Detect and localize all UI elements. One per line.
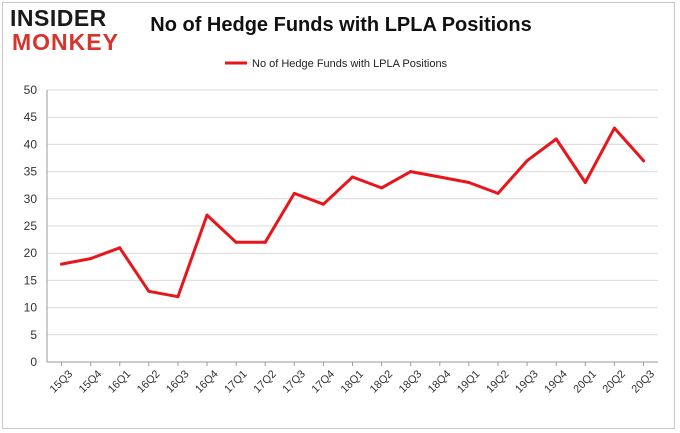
chart-frame — [2, 2, 675, 429]
data-point-16Q4 — [205, 213, 209, 217]
data-point-18Q2 — [380, 186, 384, 190]
y-tick-label-10: 10 — [24, 301, 38, 315]
y-tick-label-35: 35 — [24, 165, 38, 179]
x-tick-label-17Q3: 17Q3 — [280, 368, 308, 396]
x-tick-label-17Q4: 17Q4 — [310, 368, 338, 396]
data-point-17Q1 — [234, 240, 238, 244]
x-tick-label-20Q2: 20Q2 — [600, 368, 628, 396]
y-tick-label-15: 15 — [24, 273, 38, 287]
insider-monkey-logo: INSIDER MONKEY — [10, 6, 126, 56]
gridlines — [47, 89, 658, 363]
data-point-15Q3 — [60, 262, 64, 266]
x-tick-label-15Q3: 15Q3 — [48, 368, 76, 396]
x-tick-label-18Q3: 18Q3 — [397, 368, 425, 396]
y-tick-label-50: 50 — [24, 83, 38, 97]
x-tick-label-16Q2: 16Q2 — [135, 368, 163, 396]
x-tick-label-17Q2: 17Q2 — [251, 368, 279, 396]
x-tick-label-19Q2: 19Q2 — [484, 368, 512, 396]
data-point-19Q3 — [525, 159, 529, 163]
data-point-15Q4 — [89, 257, 93, 261]
y-tick-label-25: 25 — [24, 219, 38, 233]
data-point-18Q1 — [351, 175, 354, 179]
y-tick-label-20: 20 — [24, 246, 38, 260]
x-tick-label-18Q1: 18Q1 — [339, 368, 367, 396]
y-tick-label-40: 40 — [24, 137, 38, 151]
x-tick-label-20Q3: 20Q3 — [630, 368, 658, 396]
x-tick-label-16Q3: 16Q3 — [164, 368, 192, 396]
x-tick-label-19Q3: 19Q3 — [513, 368, 541, 396]
data-point-19Q4 — [554, 137, 558, 141]
data-point-16Q2 — [147, 289, 151, 293]
y-tick-label-30: 30 — [24, 192, 38, 206]
x-axis-ticks: 15Q3 15Q4 16Q1 16Q2 16Q3 16Q4 17Q1 17Q2 17Q3 17Q4… — [48, 362, 657, 396]
x-tick-label-18Q4: 18Q4 — [426, 368, 454, 396]
data-point-18Q3 — [409, 170, 413, 174]
logo-line-insider: INSIDER — [10, 5, 107, 31]
series-group — [60, 126, 645, 299]
data-point-20Q3 — [641, 159, 645, 163]
data-point-17Q2 — [263, 240, 267, 244]
data-point-16Q1 — [118, 246, 122, 250]
x-tick-label-17Q1: 17Q1 — [222, 368, 250, 396]
y-tick-label-5: 5 — [30, 328, 37, 342]
x-tick-label-18Q2: 18Q2 — [368, 368, 396, 396]
series-line-0 — [60, 126, 645, 299]
x-tick-label-15Q4: 15Q4 — [77, 368, 105, 396]
data-point-16Q3 — [176, 295, 180, 299]
y-axis-ticks: 0 5 10 15 20 25 30 35 40 45 50 — [24, 83, 38, 369]
x-tick-label-19Q4: 19Q4 — [542, 368, 570, 396]
logo-line-monkey: MONKEY — [12, 29, 119, 55]
data-point-17Q3 — [292, 191, 296, 195]
legend: No of Hedge Funds with LPLA Positions — [225, 58, 448, 70]
x-tick-label-19Q1: 19Q1 — [455, 368, 483, 396]
x-tick-label-16Q4: 16Q4 — [193, 368, 221, 396]
y-tick-label-0: 0 — [30, 355, 37, 369]
data-point-20Q1 — [583, 180, 587, 184]
data-point-19Q1 — [467, 180, 471, 184]
data-point-17Q4 — [321, 202, 325, 206]
legend-label: No of Hedge Funds with LPLA Positions — [252, 58, 448, 70]
x-tick-label-16Q1: 16Q1 — [106, 368, 134, 396]
data-point-20Q2 — [612, 126, 616, 130]
y-tick-label-45: 45 — [24, 110, 38, 124]
chart-title: No of Hedge Funds with LPLA Positions — [150, 14, 532, 36]
x-tick-label-20Q1: 20Q1 — [571, 368, 599, 396]
data-point-18Q4 — [438, 175, 442, 179]
data-point-19Q2 — [496, 191, 500, 195]
